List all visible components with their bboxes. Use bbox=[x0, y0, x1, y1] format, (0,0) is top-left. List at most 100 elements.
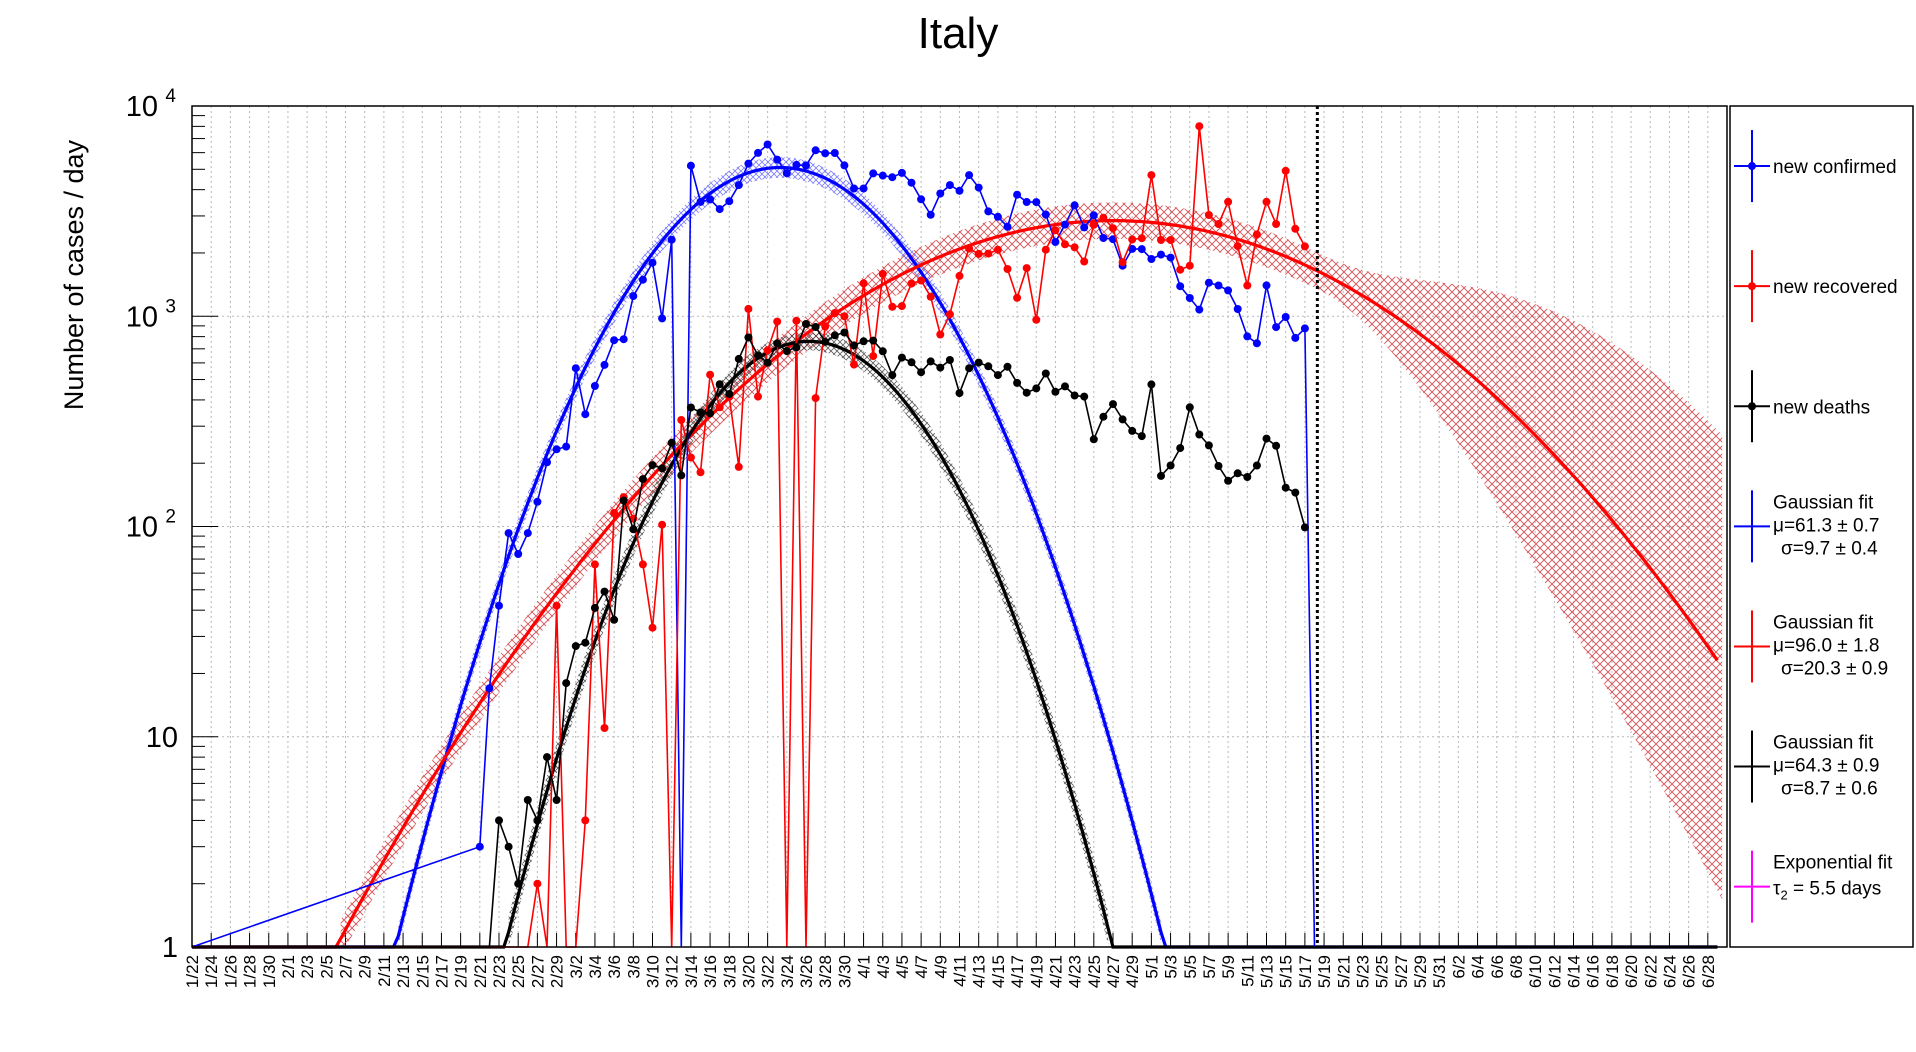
data-point bbox=[1137, 432, 1146, 441]
x-tick-label: 5/19 bbox=[1315, 955, 1334, 988]
data-point bbox=[1128, 244, 1137, 253]
data-point bbox=[859, 184, 868, 193]
data-point bbox=[1003, 265, 1012, 273]
data-point bbox=[1262, 434, 1271, 443]
legend: new confirmed new recovered new deaths Gaus… bbox=[1734, 130, 1898, 923]
data-point bbox=[1147, 255, 1156, 263]
data-point bbox=[562, 442, 571, 451]
x-tick-label: 1/22 bbox=[183, 955, 202, 988]
legend-label: Gaussian fit bbox=[1773, 612, 1874, 633]
data-point bbox=[907, 178, 916, 187]
data-point bbox=[1252, 461, 1261, 470]
data-point bbox=[523, 796, 532, 804]
legend-param-1: μ=61.3 ± 0.7 bbox=[1773, 515, 1879, 536]
legend-param-2: σ=8.7 ± 0.6 bbox=[1781, 779, 1878, 800]
data-point bbox=[1061, 240, 1069, 249]
x-tick-label: 5/27 bbox=[1392, 955, 1411, 988]
x-tick-label: 2/21 bbox=[471, 955, 490, 988]
x-tick-label: 2/17 bbox=[432, 955, 451, 988]
data-point bbox=[811, 394, 820, 403]
x-tick-label: 3/28 bbox=[816, 955, 835, 988]
data-point bbox=[1128, 426, 1137, 435]
data-point bbox=[763, 358, 772, 367]
data-point bbox=[1118, 415, 1127, 424]
x-tick-label: 3/14 bbox=[682, 955, 701, 988]
data-point bbox=[1233, 305, 1242, 313]
data-point bbox=[773, 155, 782, 164]
data-point bbox=[495, 601, 503, 610]
x-tick-label: 4/7 bbox=[912, 955, 931, 979]
data-point bbox=[1051, 387, 1060, 396]
x-tick-label: 5/11 bbox=[1238, 955, 1257, 987]
data-point bbox=[629, 292, 638, 301]
x-tick-label: 5/23 bbox=[1353, 955, 1372, 988]
data-point bbox=[600, 724, 609, 732]
data-point bbox=[638, 275, 647, 284]
data-point bbox=[1080, 392, 1089, 401]
data-point bbox=[1013, 190, 1022, 199]
x-tick-label: 4/21 bbox=[1046, 955, 1065, 988]
data-point bbox=[1262, 197, 1271, 206]
x-tick-label: 6/18 bbox=[1603, 955, 1622, 988]
data-point bbox=[1224, 286, 1233, 295]
data-point bbox=[1204, 278, 1213, 287]
data-point bbox=[984, 207, 993, 216]
data-point bbox=[850, 184, 858, 193]
x-tick-label: 4/17 bbox=[1008, 955, 1027, 988]
x-tick-label: 3/24 bbox=[778, 955, 797, 988]
data-point bbox=[706, 409, 715, 418]
x-tick-label: 2/19 bbox=[452, 955, 471, 988]
fit-curves bbox=[192, 165, 1719, 949]
data-point bbox=[744, 304, 753, 313]
data-point bbox=[648, 623, 657, 632]
data-point bbox=[523, 529, 532, 538]
legend-param-1: τ2 = 5.5 days bbox=[1773, 879, 1881, 903]
x-tick-label: 2/29 bbox=[548, 955, 567, 988]
x-tick-label: 4/23 bbox=[1066, 955, 1085, 988]
data-point bbox=[792, 343, 801, 352]
x-tick-label: 5/25 bbox=[1373, 955, 1392, 988]
data-point bbox=[725, 197, 734, 206]
data-point bbox=[984, 362, 993, 371]
data-point bbox=[945, 181, 954, 190]
data-point bbox=[821, 322, 830, 331]
data-point bbox=[792, 160, 801, 169]
data-point bbox=[869, 169, 878, 178]
data-point bbox=[638, 560, 647, 569]
data-point bbox=[1281, 166, 1290, 175]
data-point bbox=[792, 316, 801, 325]
y-tick-labels: 1 10 10 2 10 3 10 4 bbox=[126, 86, 178, 964]
data-point bbox=[475, 842, 484, 851]
data-point bbox=[725, 390, 734, 398]
legend-param-2: σ=20.3 ± 0.9 bbox=[1781, 658, 1888, 679]
data-point bbox=[811, 146, 820, 155]
data-point bbox=[897, 353, 906, 362]
data-point bbox=[917, 368, 926, 377]
data-point bbox=[782, 169, 791, 178]
data-point bbox=[850, 360, 858, 369]
data-point bbox=[677, 471, 686, 480]
x-tick-label: 6/2 bbox=[1449, 955, 1468, 979]
data-point bbox=[1022, 388, 1031, 397]
y-tick-label: 10 bbox=[126, 301, 158, 333]
data-point bbox=[1214, 462, 1223, 470]
legend-param-2: σ=9.7 ± 0.4 bbox=[1781, 538, 1878, 559]
data-point bbox=[590, 382, 599, 390]
data-point bbox=[763, 346, 772, 355]
y-tick-label: 10 bbox=[146, 722, 178, 754]
data-point bbox=[581, 410, 590, 419]
x-tick-label: 5/3 bbox=[1162, 955, 1181, 979]
data-point bbox=[543, 458, 551, 467]
data-point bbox=[533, 879, 542, 888]
data-point bbox=[965, 171, 974, 180]
data-point bbox=[1243, 281, 1252, 290]
fit-curve-1 bbox=[192, 219, 1719, 949]
data-point bbox=[907, 279, 916, 288]
data-point bbox=[1032, 198, 1041, 207]
data-point bbox=[945, 310, 954, 319]
data-point bbox=[571, 364, 580, 373]
data-point bbox=[629, 525, 638, 534]
data-point bbox=[965, 244, 974, 253]
x-tick-label: 4/5 bbox=[893, 955, 912, 979]
legend-marker-dot bbox=[1748, 162, 1756, 171]
